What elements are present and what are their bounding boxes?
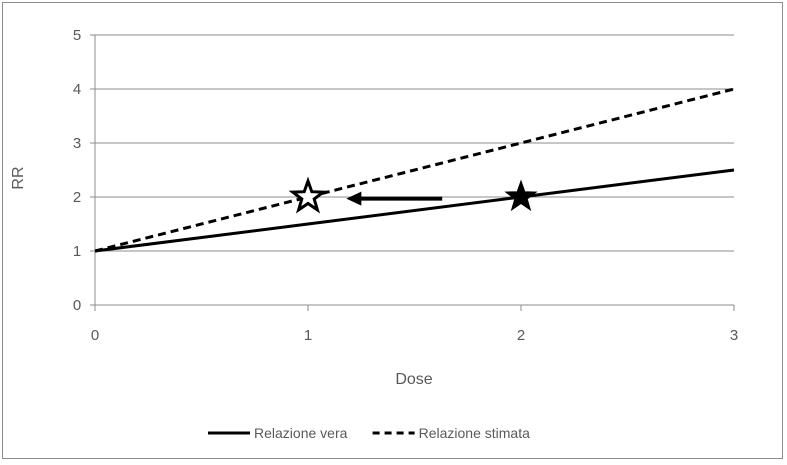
star-outline-marker bbox=[288, 176, 328, 214]
y-tick-label: 2 bbox=[73, 189, 81, 206]
legend-label: Relazione stimata bbox=[419, 425, 530, 441]
x-axis-title: Dose bbox=[395, 371, 432, 388]
series-line-vera bbox=[94, 168, 735, 253]
x-tick-label: 1 bbox=[304, 327, 312, 344]
y-tick-label: 1 bbox=[73, 243, 81, 260]
y-tick-label: 0 bbox=[73, 297, 81, 314]
y-tick-label: 5 bbox=[73, 27, 81, 44]
x-tick-label: 2 bbox=[517, 327, 525, 344]
x-tick-label: 0 bbox=[91, 327, 99, 344]
star-filled-marker bbox=[504, 179, 538, 212]
arrow-head bbox=[346, 191, 362, 206]
series-lines bbox=[94, 87, 735, 253]
gridlines bbox=[95, 34, 734, 252]
legend: Relazione vera Relazione stimata bbox=[208, 425, 530, 441]
legend-label: Relazione vera bbox=[254, 425, 348, 441]
series-line-stimata bbox=[94, 87, 735, 253]
x-tick-label: 3 bbox=[730, 327, 738, 344]
y-tick-label: 3 bbox=[73, 135, 81, 152]
axis-labels: RR Dose 0 1 2 3 4 5 0 1 2 3 bbox=[10, 27, 738, 388]
y-axis-title: RR bbox=[10, 166, 27, 189]
annotations bbox=[288, 176, 538, 214]
y-tick-label: 4 bbox=[73, 81, 81, 98]
axes bbox=[90, 34, 735, 311]
